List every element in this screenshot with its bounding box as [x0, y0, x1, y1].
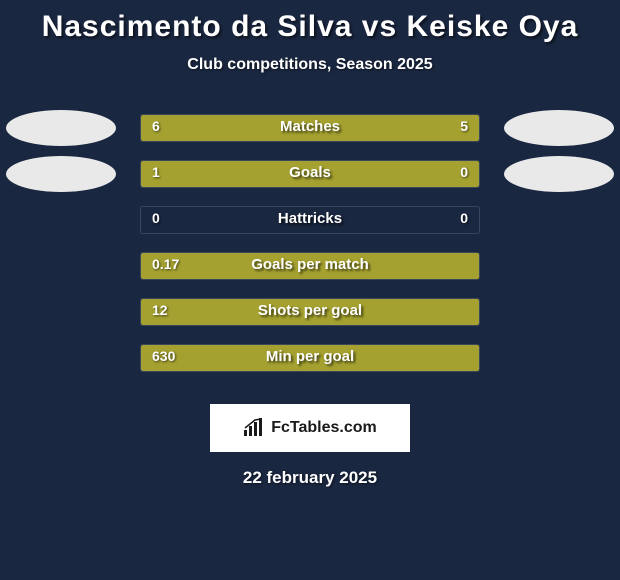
- chart-row: 12Shots per goal: [0, 298, 620, 344]
- metric-label: Hattricks: [140, 210, 480, 227]
- metric-label: Goals: [140, 164, 480, 181]
- logo-box: FcTables.com: [210, 404, 410, 452]
- metric-label: Goals per match: [140, 256, 480, 273]
- metric-label: Matches: [140, 118, 480, 135]
- avatar-left: [6, 110, 116, 146]
- chart-row: 00Hattricks: [0, 206, 620, 252]
- chart-icon: [243, 418, 265, 438]
- metric-label: Min per goal: [140, 348, 480, 365]
- avatar-left: [6, 156, 116, 192]
- comparison-chart: 65Matches10Goals00Hattricks0.17Goals per…: [0, 114, 620, 390]
- metric-label: Shots per goal: [140, 302, 480, 319]
- logo-text: FcTables.com: [271, 419, 377, 437]
- chart-row: 10Goals: [0, 160, 620, 206]
- chart-row: 0.17Goals per match: [0, 252, 620, 298]
- page-date: 22 february 2025: [0, 468, 620, 488]
- page-title: Nascimento da Silva vs Keiske Oya: [0, 0, 620, 44]
- avatar-right: [504, 110, 614, 146]
- chart-row: 65Matches: [0, 114, 620, 160]
- chart-row: 630Min per goal: [0, 344, 620, 390]
- page-subtitle: Club competitions, Season 2025: [0, 56, 620, 74]
- avatar-right: [504, 156, 614, 192]
